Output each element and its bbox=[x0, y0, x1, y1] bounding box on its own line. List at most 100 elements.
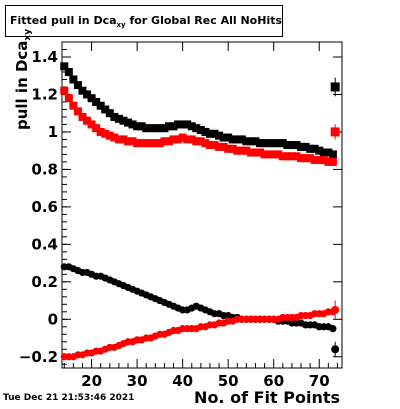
x-tick-label: 50 bbox=[218, 372, 239, 390]
data-point-square bbox=[178, 120, 187, 129]
y-tick-label: 1.2 bbox=[31, 85, 58, 103]
data-point-square bbox=[328, 157, 337, 166]
data-point-square bbox=[164, 137, 173, 146]
data-point-square bbox=[219, 133, 228, 142]
data-point-square bbox=[110, 133, 119, 142]
y-tick-label: 0 bbox=[48, 310, 58, 328]
summary-point-circle bbox=[331, 305, 340, 314]
y-tick-label: −0.2 bbox=[19, 348, 58, 366]
data-point-square bbox=[228, 135, 237, 144]
data-point-square bbox=[210, 141, 219, 150]
data-point-square bbox=[69, 75, 78, 84]
data-point-square bbox=[283, 152, 292, 161]
data-point-square bbox=[105, 131, 114, 140]
data-point-square bbox=[269, 139, 278, 148]
data-point-square bbox=[278, 152, 287, 161]
data-point-square bbox=[287, 152, 296, 161]
data-point-square bbox=[319, 148, 328, 157]
data-point-square bbox=[169, 135, 178, 144]
data-point-square bbox=[192, 137, 201, 146]
data-point-square bbox=[60, 86, 69, 95]
data-point-square bbox=[183, 120, 192, 129]
data-point-square bbox=[83, 116, 92, 125]
data-point-square bbox=[205, 141, 214, 150]
summary-point-circle bbox=[331, 345, 340, 354]
data-point-square bbox=[201, 139, 210, 148]
x-axis-label: No. of Fit Points bbox=[194, 388, 340, 407]
data-point-square bbox=[287, 141, 296, 150]
data-point-square bbox=[224, 133, 233, 142]
data-point-square bbox=[151, 139, 160, 148]
data-point-square bbox=[92, 97, 101, 106]
data-point-square bbox=[187, 122, 196, 131]
data-point-square bbox=[315, 156, 324, 165]
data-point-square bbox=[315, 146, 324, 155]
data-point-square bbox=[133, 139, 142, 148]
y-axis-label: pull in Dcaxy bbox=[13, 28, 33, 130]
data-point-square bbox=[237, 146, 246, 155]
data-point-square bbox=[278, 139, 287, 148]
data-point-square bbox=[169, 122, 178, 131]
data-point-square bbox=[324, 157, 333, 166]
data-point-square bbox=[192, 124, 201, 133]
data-point-square bbox=[224, 144, 233, 153]
data-point-square bbox=[196, 137, 205, 146]
data-point-square bbox=[319, 156, 328, 165]
y-tick-label: 1 bbox=[48, 123, 58, 141]
y-tick-label: 0.2 bbox=[31, 273, 58, 291]
data-point-square bbox=[155, 124, 164, 133]
data-point-square bbox=[124, 118, 133, 127]
data-point-square bbox=[242, 146, 251, 155]
plot-frame bbox=[61, 41, 343, 369]
data-point-square bbox=[133, 122, 142, 131]
data-point-square bbox=[151, 124, 160, 133]
data-point-square bbox=[73, 81, 82, 90]
data-point-square bbox=[96, 101, 105, 110]
data-point-square bbox=[146, 124, 155, 133]
timestamp: Tue Dec 21 21:53:46 2021 bbox=[3, 393, 135, 403]
data-point-square bbox=[196, 126, 205, 135]
chart-title: Fitted pull in Dcaxy for Global Rec All … bbox=[5, 5, 283, 37]
data-point-square bbox=[119, 135, 128, 144]
data-point-square bbox=[274, 150, 283, 159]
data-point-square bbox=[251, 148, 260, 157]
data-point-square bbox=[269, 150, 278, 159]
data-point-square bbox=[292, 152, 301, 161]
data-point-square bbox=[155, 139, 164, 148]
x-tick-label: 60 bbox=[263, 372, 284, 390]
data-point-square bbox=[78, 112, 87, 121]
data-point-square bbox=[178, 133, 187, 142]
data-point-square bbox=[146, 139, 155, 148]
data-point-square bbox=[164, 122, 173, 131]
data-point-square bbox=[174, 120, 183, 129]
data-point-square bbox=[205, 129, 214, 138]
data-point-square bbox=[87, 120, 96, 129]
data-point-square bbox=[246, 148, 255, 157]
data-point-square bbox=[274, 139, 283, 148]
y-tick-label: 0.6 bbox=[31, 198, 58, 216]
data-point-square bbox=[101, 105, 110, 114]
data-point-square bbox=[64, 67, 73, 76]
data-point-square bbox=[92, 124, 101, 133]
data-point-square bbox=[256, 139, 265, 148]
data-point-square bbox=[260, 150, 269, 159]
data-point-square bbox=[310, 156, 319, 165]
data-point-square bbox=[324, 148, 333, 157]
data-point-square bbox=[228, 144, 237, 153]
data-point-square bbox=[201, 127, 210, 136]
y-tick-label: 1.4 bbox=[31, 48, 58, 66]
data-point-square bbox=[219, 142, 228, 151]
data-point-square bbox=[105, 109, 114, 118]
data-point-square bbox=[101, 129, 110, 138]
data-point-square bbox=[128, 120, 137, 129]
data-point-square bbox=[265, 139, 274, 148]
data-point-square bbox=[78, 86, 87, 95]
y-tick-label: 0.4 bbox=[31, 235, 58, 253]
data-point-square bbox=[297, 154, 306, 163]
x-tick-label: 20 bbox=[81, 372, 102, 390]
data-point-square bbox=[160, 137, 169, 146]
data-point-square bbox=[292, 141, 301, 150]
data-point-square bbox=[73, 107, 82, 116]
data-point-square bbox=[110, 112, 119, 121]
data-point-square bbox=[114, 135, 123, 144]
